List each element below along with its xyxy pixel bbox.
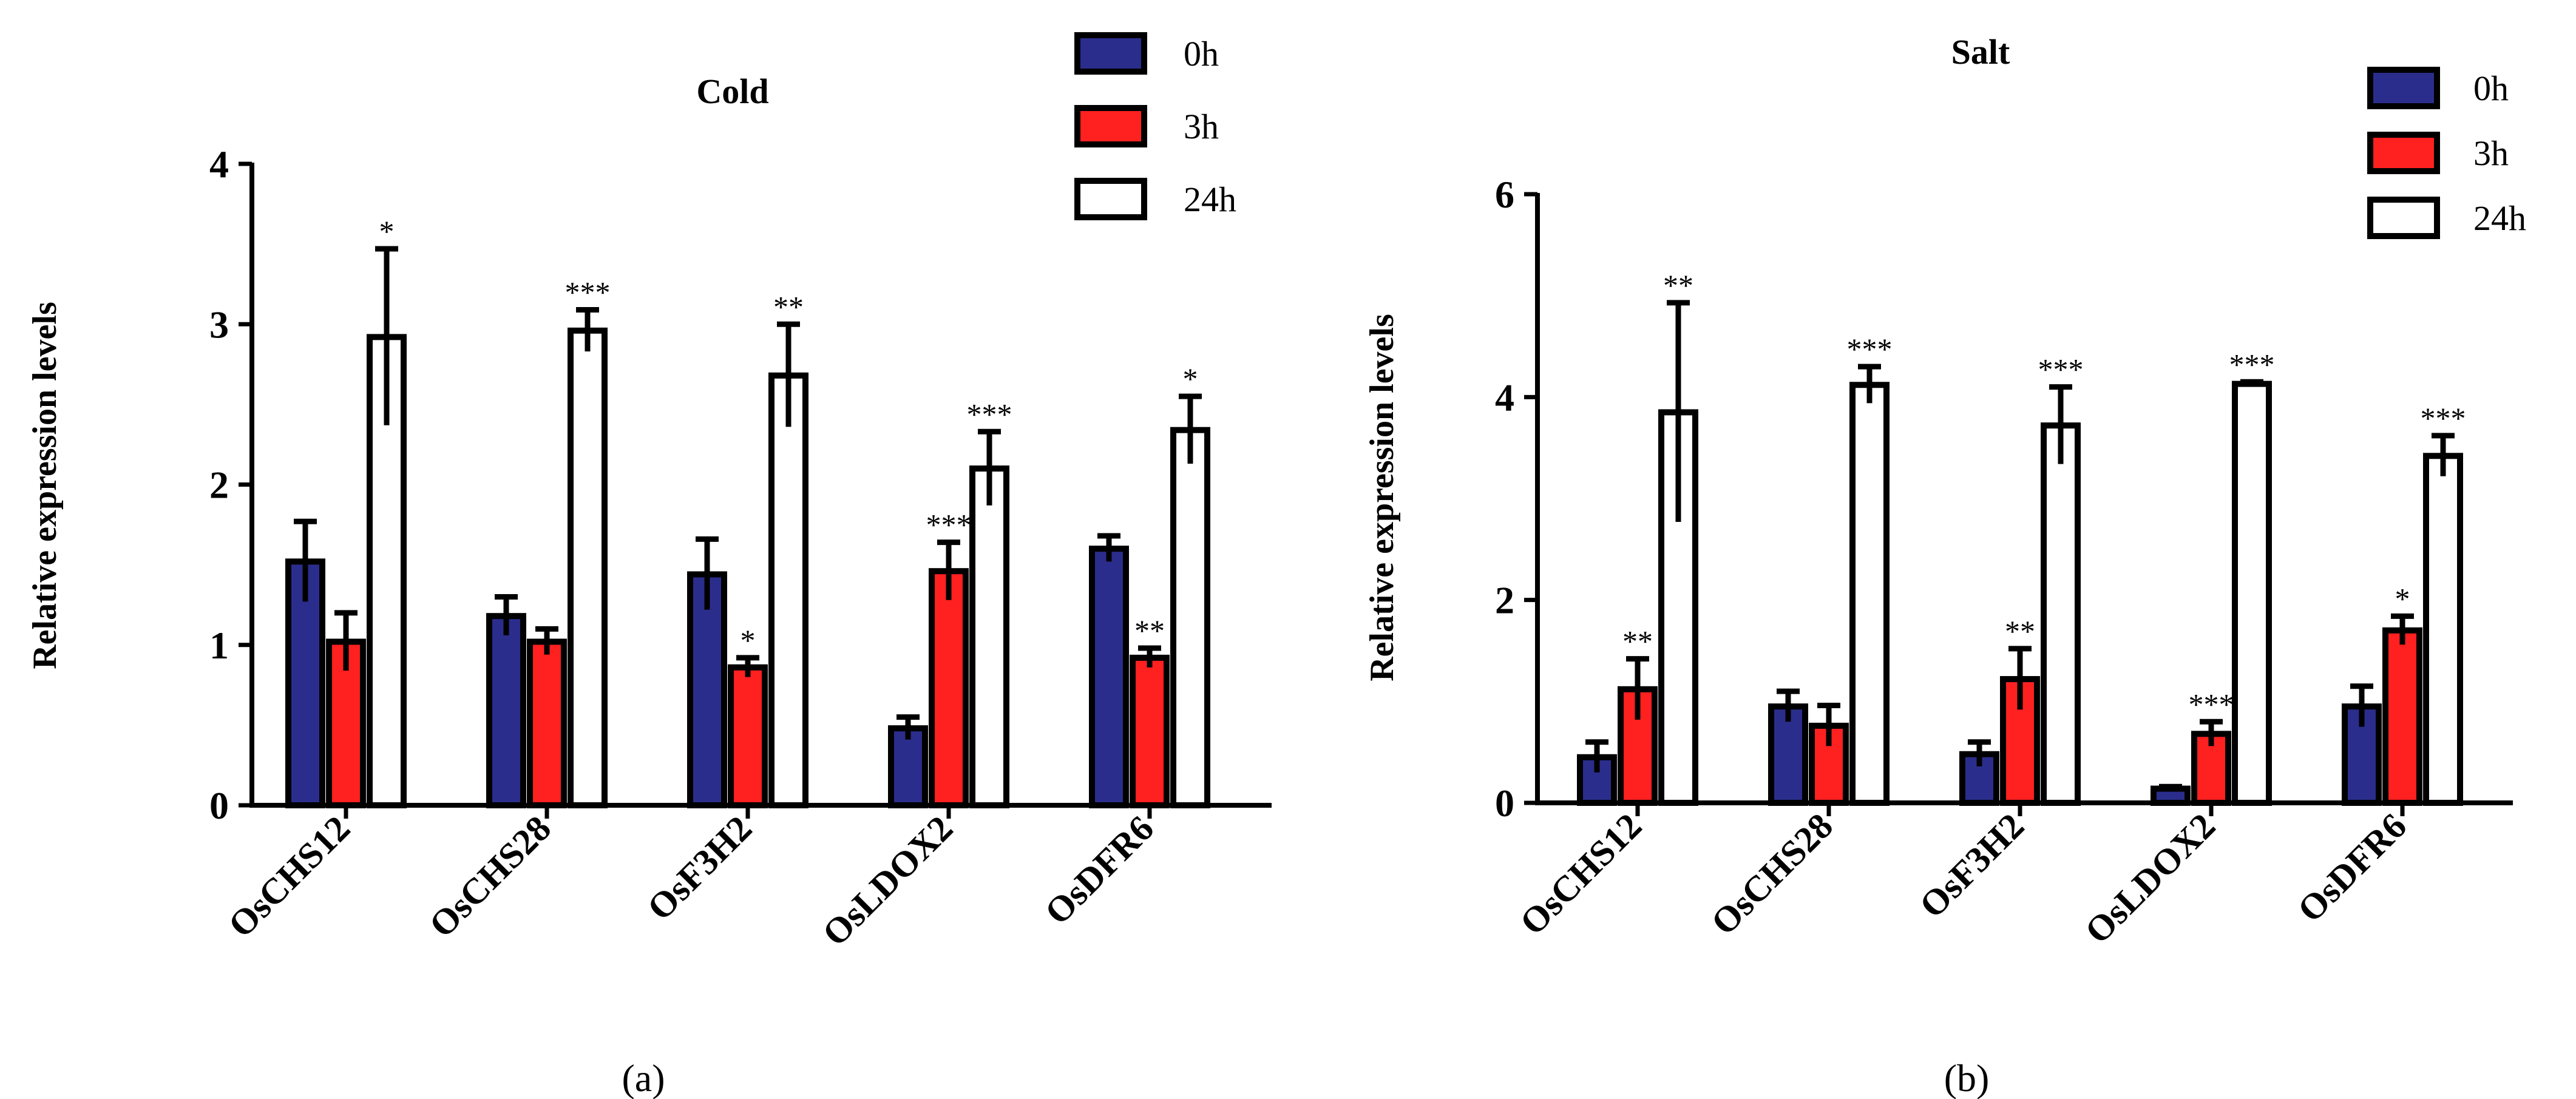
legend-swatch-0h [2367, 67, 2440, 109]
legend-swatch-3h [2367, 132, 2440, 174]
legend-swatch-3h [1074, 105, 1147, 147]
y-tick-label: 2 [209, 464, 229, 507]
x-tick-label: OsDFR6 [2290, 806, 2415, 930]
x-tick-label: OsCHS28 [1703, 806, 1840, 943]
bar-OsLDOX2-24h [969, 465, 1009, 808]
significance-label: *** [2229, 347, 2275, 381]
legend-label: 0h [2473, 69, 2509, 108]
x-tick-label: OsLDOX2 [815, 808, 960, 954]
y-axis-label: Relative expression levels [26, 302, 64, 669]
legend-label: 24h [1184, 180, 1236, 219]
panel-label-b: (b) [1944, 1057, 1990, 1099]
y-tick-label: 4 [1495, 376, 1514, 419]
x-tick-label: OsF3H2 [1912, 806, 2032, 926]
bar-OsDFR6-3h [2382, 627, 2422, 806]
legend-label: 3h [1184, 107, 1219, 146]
x-tick-label: OsCHS12 [220, 808, 358, 945]
bar-OsLDOX2-0h [2151, 785, 2191, 806]
y-tick-label: 4 [209, 143, 229, 186]
bar-OsCHS28-3h [527, 638, 567, 808]
significance-label: * [741, 623, 756, 657]
significance-label: *** [926, 508, 972, 542]
x-tick-label: OsDFR6 [1037, 808, 1162, 933]
panel-label-a: (a) [622, 1057, 665, 1099]
bar-OsF3H2-24h [768, 372, 808, 808]
x-tick-label: OsCHS12 [1512, 806, 1649, 943]
significance-label: *** [2421, 401, 2466, 435]
significance-label: *** [2189, 687, 2234, 721]
significance-label: *** [565, 275, 611, 309]
bar-OsF3H2-24h [2041, 422, 2081, 806]
significance-label: ** [2005, 614, 2035, 648]
x-tick-label: OsLDOX2 [2077, 806, 2223, 952]
y-tick-label: 3 [209, 303, 229, 346]
bar-OsDFR6-3h [1130, 654, 1170, 809]
bar-OsDFR6-24h [1170, 427, 1210, 808]
chart-title: Salt [1951, 32, 2010, 72]
bar-OsDFR6-24h [2423, 453, 2463, 806]
x-tick-label: OsF3H2 [640, 808, 760, 928]
legend-label: 3h [2473, 134, 2509, 173]
chart-title: Cold [696, 72, 768, 111]
significance-label: ** [773, 289, 804, 323]
legend-label: 0h [1184, 34, 1219, 73]
chart-cold: Cold Relative expression levels 0 1 2 3 4 * OsCH… [26, 32, 1272, 954]
significance-label: * [1183, 362, 1198, 396]
y-tick-label: 2 [1495, 579, 1514, 622]
bar-OsCHS28-0h [486, 613, 526, 808]
y-tick-label: 0 [1495, 782, 1514, 825]
bar-OsLDOX2-0h [888, 725, 928, 809]
legend-swatch-24h [2367, 197, 2440, 239]
y-axis-label: Relative expression levels [1363, 314, 1401, 681]
bar-OsDFR6-0h [1089, 546, 1129, 808]
significance-label: ** [1622, 624, 1653, 658]
y-tick-label: 6 [1495, 173, 1514, 216]
legend-swatch-0h [1074, 32, 1147, 75]
legend-swatch-24h [1074, 178, 1147, 220]
bar-OsCHS28-24h [568, 327, 608, 808]
significance-label: * [2395, 581, 2410, 615]
x-tick-label: OsCHS28 [421, 808, 558, 945]
significance-label: ** [1663, 268, 1693, 302]
significance-label: *** [1847, 332, 1893, 366]
y-tick-label: 0 [209, 784, 229, 827]
bar-OsCHS12-0h [285, 558, 325, 809]
significance-label: *** [2038, 353, 2084, 387]
y-tick-label: 1 [209, 624, 229, 667]
bar-OsF3H2-3h [728, 664, 768, 808]
bar-OsLDOX2-3h [929, 568, 969, 808]
bar-OsCHS28-24h [1849, 382, 1890, 806]
significance-label: * [379, 214, 395, 248]
legend-label: 24h [2473, 198, 2526, 238]
significance-label: *** [967, 397, 1012, 431]
bar-OsLDOX2-24h [2232, 380, 2272, 806]
significance-label: ** [1134, 614, 1165, 648]
